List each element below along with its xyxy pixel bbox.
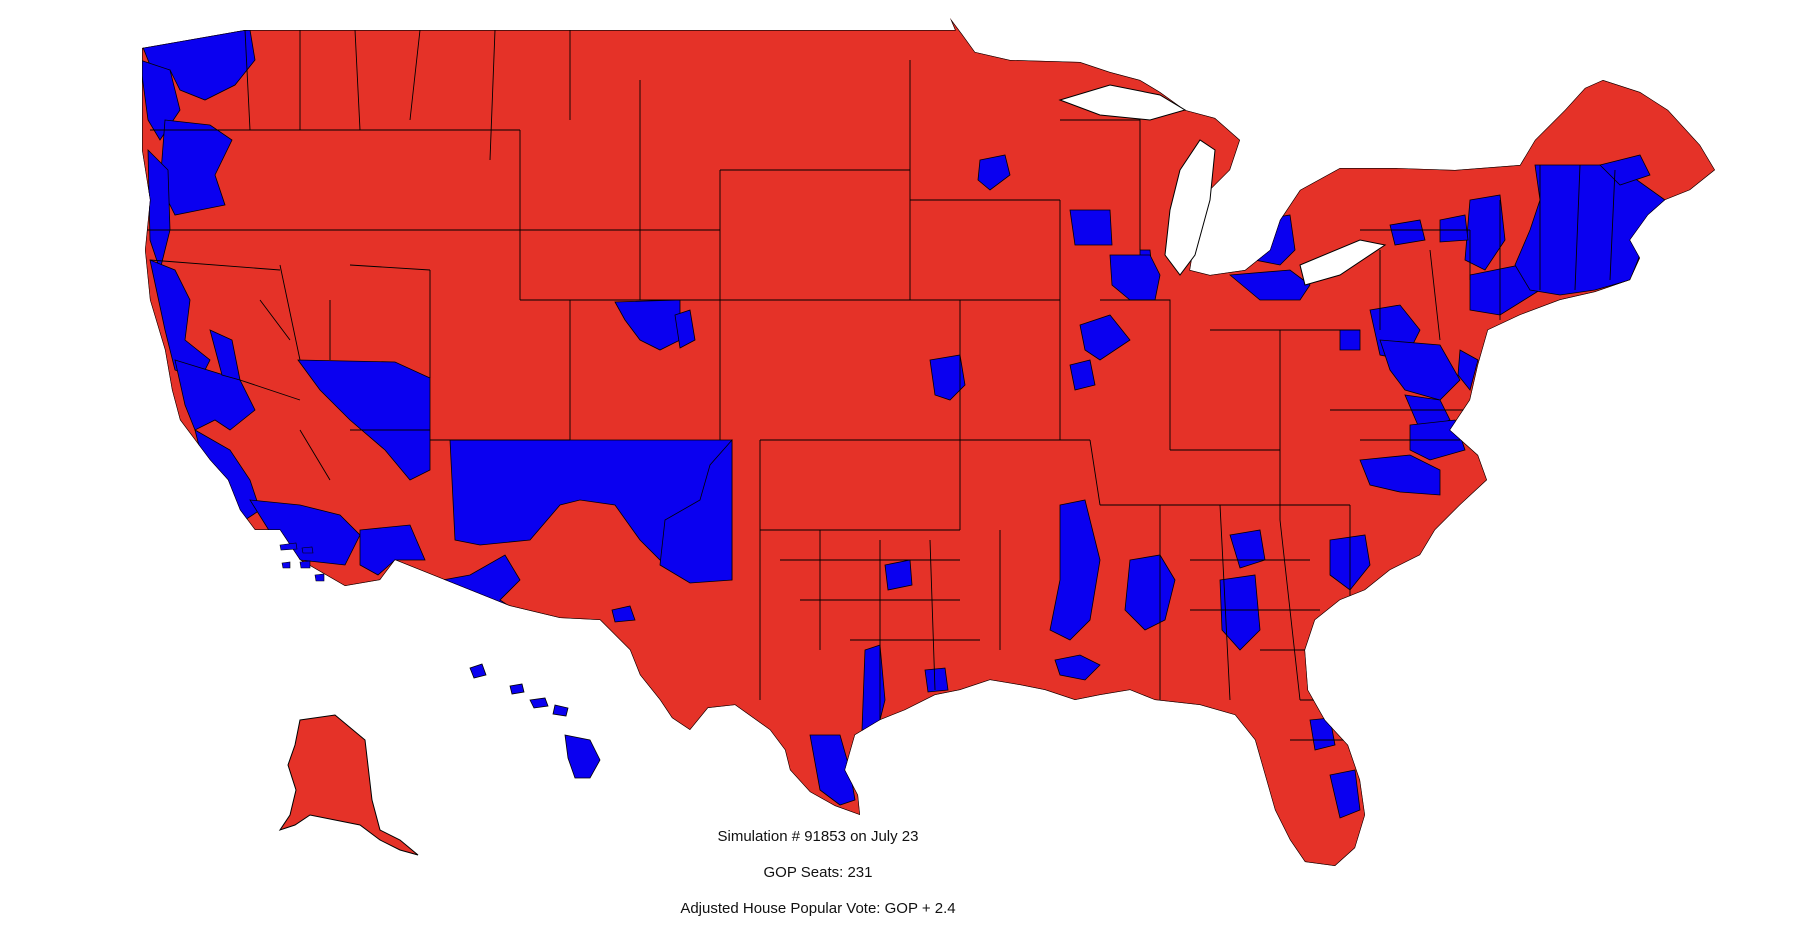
dem-bay-area (174, 359, 256, 431)
dem-california-north-coast (149, 259, 211, 381)
dem-nc-triangle (1359, 454, 1441, 496)
dem-denver (674, 309, 696, 349)
lake-erie (1299, 239, 1387, 286)
dem-new-york-hudson (1464, 194, 1506, 271)
district-borders (145, 29, 1616, 741)
dem-michigan-grand-rapids (1229, 199, 1266, 256)
dem-buffalo-rochester (1389, 219, 1426, 246)
dem-pittsburgh (1339, 329, 1361, 351)
dem-el-paso (611, 605, 636, 623)
caption-block: Simulation # 91853 on July 23 GOP Seats:… (0, 828, 1636, 936)
dem-nevada-south (297, 359, 431, 481)
dem-virginia-north (1404, 394, 1451, 431)
simulation-caption: Simulation # 91853 on July 23 (717, 828, 919, 845)
popular-vote-caption: Adjusted House Popular Vote: GOP + 2.4 (680, 900, 956, 917)
dem-rio-grande (809, 734, 856, 806)
dem-wisconsin-madison (1069, 209, 1113, 246)
lake-michigan (1164, 139, 1216, 276)
channel-islands (279, 542, 325, 582)
dem-houston (924, 667, 949, 693)
hawaii (469, 663, 601, 779)
dem-new-england (1514, 164, 1666, 296)
dem-syracuse (1439, 214, 1469, 243)
dem-toledo-cleveland (1228, 269, 1311, 301)
dem-georgia-southwest (1219, 574, 1261, 651)
dem-new-mexico-north (659, 438, 733, 584)
dem-dallas (884, 559, 913, 591)
dem-south-florida (1329, 769, 1361, 819)
alaska (278, 714, 419, 856)
dem-st-louis (1069, 359, 1096, 391)
dem-districts (142, 29, 1666, 819)
dem-delaware (1457, 349, 1479, 391)
dem-minneapolis (977, 154, 1011, 191)
lake-superior (1058, 84, 1187, 121)
dem-new-orleans (1054, 654, 1101, 681)
dem-mississippi-delta (1049, 499, 1101, 641)
dem-maine-south (1599, 154, 1651, 186)
great-lakes (1058, 84, 1387, 286)
dem-illinois-central (1079, 314, 1131, 361)
dem-iowa-east (929, 354, 966, 401)
gop-seats-caption: GOP Seats: 231 (763, 864, 873, 881)
dem-rio-grande-valley (867, 754, 891, 811)
dem-oregon-coast (147, 149, 171, 272)
dem-austin-san-antonio (861, 644, 886, 741)
